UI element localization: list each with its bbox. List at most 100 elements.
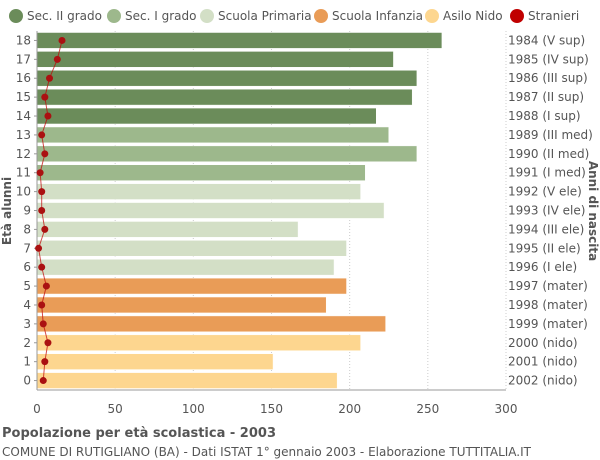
- stranieri-point-age-9: [38, 207, 46, 214]
- y-tick-label-3: 3: [23, 317, 31, 331]
- y-tick-label-5: 5: [23, 279, 31, 293]
- bar-age-15: [36, 88, 413, 106]
- bar-age-4: [36, 296, 327, 314]
- stranieri-point-age-4: [38, 301, 46, 309]
- y-tick-label-14: 14: [16, 109, 31, 123]
- birth-year-label-11: 1991 (I med): [508, 166, 586, 180]
- bar-age-12: [36, 145, 418, 163]
- bar-age-9: [36, 202, 385, 219]
- x-tick-label-0: 0: [33, 402, 41, 416]
- stranieri-point-age-11: [36, 169, 44, 177]
- y-tick-label-16: 16: [16, 71, 31, 85]
- legend-marker-stranieri: [510, 9, 524, 23]
- legend-label-asilo-nido: Asilo Nido: [443, 9, 503, 23]
- birth-year-label-10: 1992 (V ele): [508, 185, 582, 199]
- y-tick-label-2: 2: [23, 336, 31, 350]
- legend-marker-sec-i-grado: [107, 9, 121, 23]
- x-tick-label-200: 200: [338, 402, 361, 416]
- y-tick-label-11: 11: [16, 166, 31, 180]
- y-tick-label-15: 15: [16, 90, 31, 104]
- chart-legend: Sec. II grado Sec. I grado Scuola Primaria…: [9, 9, 579, 23]
- y-tick-label-6: 6: [23, 260, 31, 274]
- chart-caption-subtitle: COMUNE DI RUTIGLIANO (BA) - Dati ISTAT 1…: [2, 445, 531, 459]
- birth-year-label-17: 1985 (IV sup): [508, 52, 589, 66]
- x-tick-label-150: 150: [260, 402, 283, 416]
- birth-year-label-3: 1999 (mater): [508, 317, 588, 331]
- legend-label-stranieri: Stranieri: [528, 9, 579, 23]
- birth-year-label-13: 1989 (III med): [508, 128, 593, 142]
- bar-age-8: [36, 221, 299, 238]
- birth-year-label-15: 1987 (II sup): [508, 90, 584, 104]
- y-axis-label-right: Anni di nascita: [586, 161, 600, 261]
- bar-age-11: [36, 164, 366, 181]
- chart-caption-title: Popolazione per età scolastica - 2003: [2, 426, 276, 441]
- stranieri-point-age-18: [58, 36, 66, 44]
- stranieri-point-age-6: [38, 263, 46, 271]
- bar-age-5: [36, 277, 347, 295]
- birth-year-label-16: 1986 (III sup): [508, 71, 588, 85]
- y-tick-label-4: 4: [23, 298, 31, 312]
- bar-age-17: [36, 51, 394, 68]
- legend-label-sec-i-grado: Sec. I grado: [125, 9, 196, 23]
- stranieri-point-age-5: [42, 282, 50, 290]
- stranieri-point-age-10: [38, 188, 46, 196]
- birth-year-label-1: 2001 (nido): [508, 355, 578, 369]
- birth-year-label-7: 1995 (II ele): [508, 241, 581, 255]
- stranieri-point-age-2: [44, 339, 52, 347]
- birth-year-label-5: 1997 (mater): [508, 279, 588, 293]
- x-tick-label-300: 300: [495, 402, 518, 416]
- stranieri-point-age-12: [41, 150, 49, 158]
- stranieri-point-age-14: [44, 112, 52, 120]
- birth-year-label-14: 1988 (I sup): [508, 109, 581, 123]
- legend-marker-scuola-primaria: [200, 9, 214, 23]
- y-tick-label-0: 0: [23, 374, 31, 388]
- bar-age-1: [36, 353, 274, 370]
- legend-marker-scuola-infanzia: [314, 9, 328, 23]
- stranieri-point-age-7: [35, 244, 43, 252]
- stranieri-point-age-1: [41, 358, 49, 366]
- birth-year-label-4: 1998 (mater): [508, 298, 588, 312]
- birth-year-label-2: 2000 (nido): [508, 336, 578, 350]
- birth-year-label-9: 1993 (IV ele): [508, 204, 585, 218]
- bar-age-6: [36, 258, 335, 276]
- bar-age-3: [36, 315, 386, 333]
- bar-series: [36, 32, 443, 389]
- bar-age-0: [36, 372, 338, 389]
- birth-year-label-18: 1984 (V sup): [508, 33, 585, 47]
- bar-age-16: [36, 70, 418, 87]
- bar-age-10: [36, 183, 361, 200]
- y-tick-label-10: 10: [16, 185, 31, 199]
- x-tick-label-100: 100: [182, 402, 205, 416]
- y-tick-label-13: 13: [16, 128, 31, 142]
- stranieri-point-age-13: [38, 131, 46, 139]
- bar-age-18: [36, 32, 443, 49]
- bar-age-14: [36, 107, 377, 125]
- bar-age-13: [36, 126, 389, 144]
- stranieri-point-age-0: [39, 377, 47, 385]
- x-tick-label-50: 50: [108, 402, 123, 416]
- legend-marker-asilo-nido: [425, 9, 439, 23]
- legend-marker-sec-ii-grado: [9, 9, 23, 23]
- y-axis-label-left: Età alunni: [0, 177, 14, 245]
- y-tick-label-9: 9: [23, 204, 31, 218]
- school-age-bar-chart: Sec. II grado Sec. I grado Scuola Primaria…: [0, 9, 600, 416]
- birth-year-label-0: 2002 (nido): [508, 374, 578, 388]
- birth-year-label-12: 1990 (II med): [508, 147, 589, 161]
- y-tick-label-17: 17: [16, 52, 31, 66]
- y-tick-label-18: 18: [16, 33, 31, 47]
- stranieri-series: [35, 36, 66, 385]
- bar-age-2: [36, 334, 361, 351]
- stranieri-point-age-17: [53, 55, 61, 63]
- y-tick-label-1: 1: [23, 355, 31, 369]
- bar-age-7: [36, 240, 347, 257]
- y-tick-label-8: 8: [23, 222, 31, 236]
- y-tick-label-7: 7: [23, 241, 31, 255]
- stranieri-point-age-8: [41, 225, 49, 233]
- birth-year-label-8: 1994 (III ele): [508, 222, 584, 236]
- x-tick-label-250: 250: [416, 402, 439, 416]
- legend-label-sec-ii-grado: Sec. II grado: [27, 9, 102, 23]
- stranieri-point-age-16: [46, 74, 54, 82]
- legend-label-scuola-infanzia: Scuola Infanzia: [332, 9, 423, 23]
- y-tick-label-12: 12: [16, 147, 31, 161]
